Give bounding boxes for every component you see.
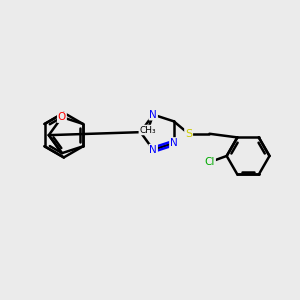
Text: S: S — [185, 129, 192, 139]
Text: Cl: Cl — [205, 157, 215, 167]
Text: O: O — [58, 112, 66, 122]
Text: N: N — [149, 145, 157, 155]
Text: CH₃: CH₃ — [139, 125, 156, 134]
Text: N: N — [170, 138, 178, 148]
Text: N: N — [149, 110, 157, 120]
